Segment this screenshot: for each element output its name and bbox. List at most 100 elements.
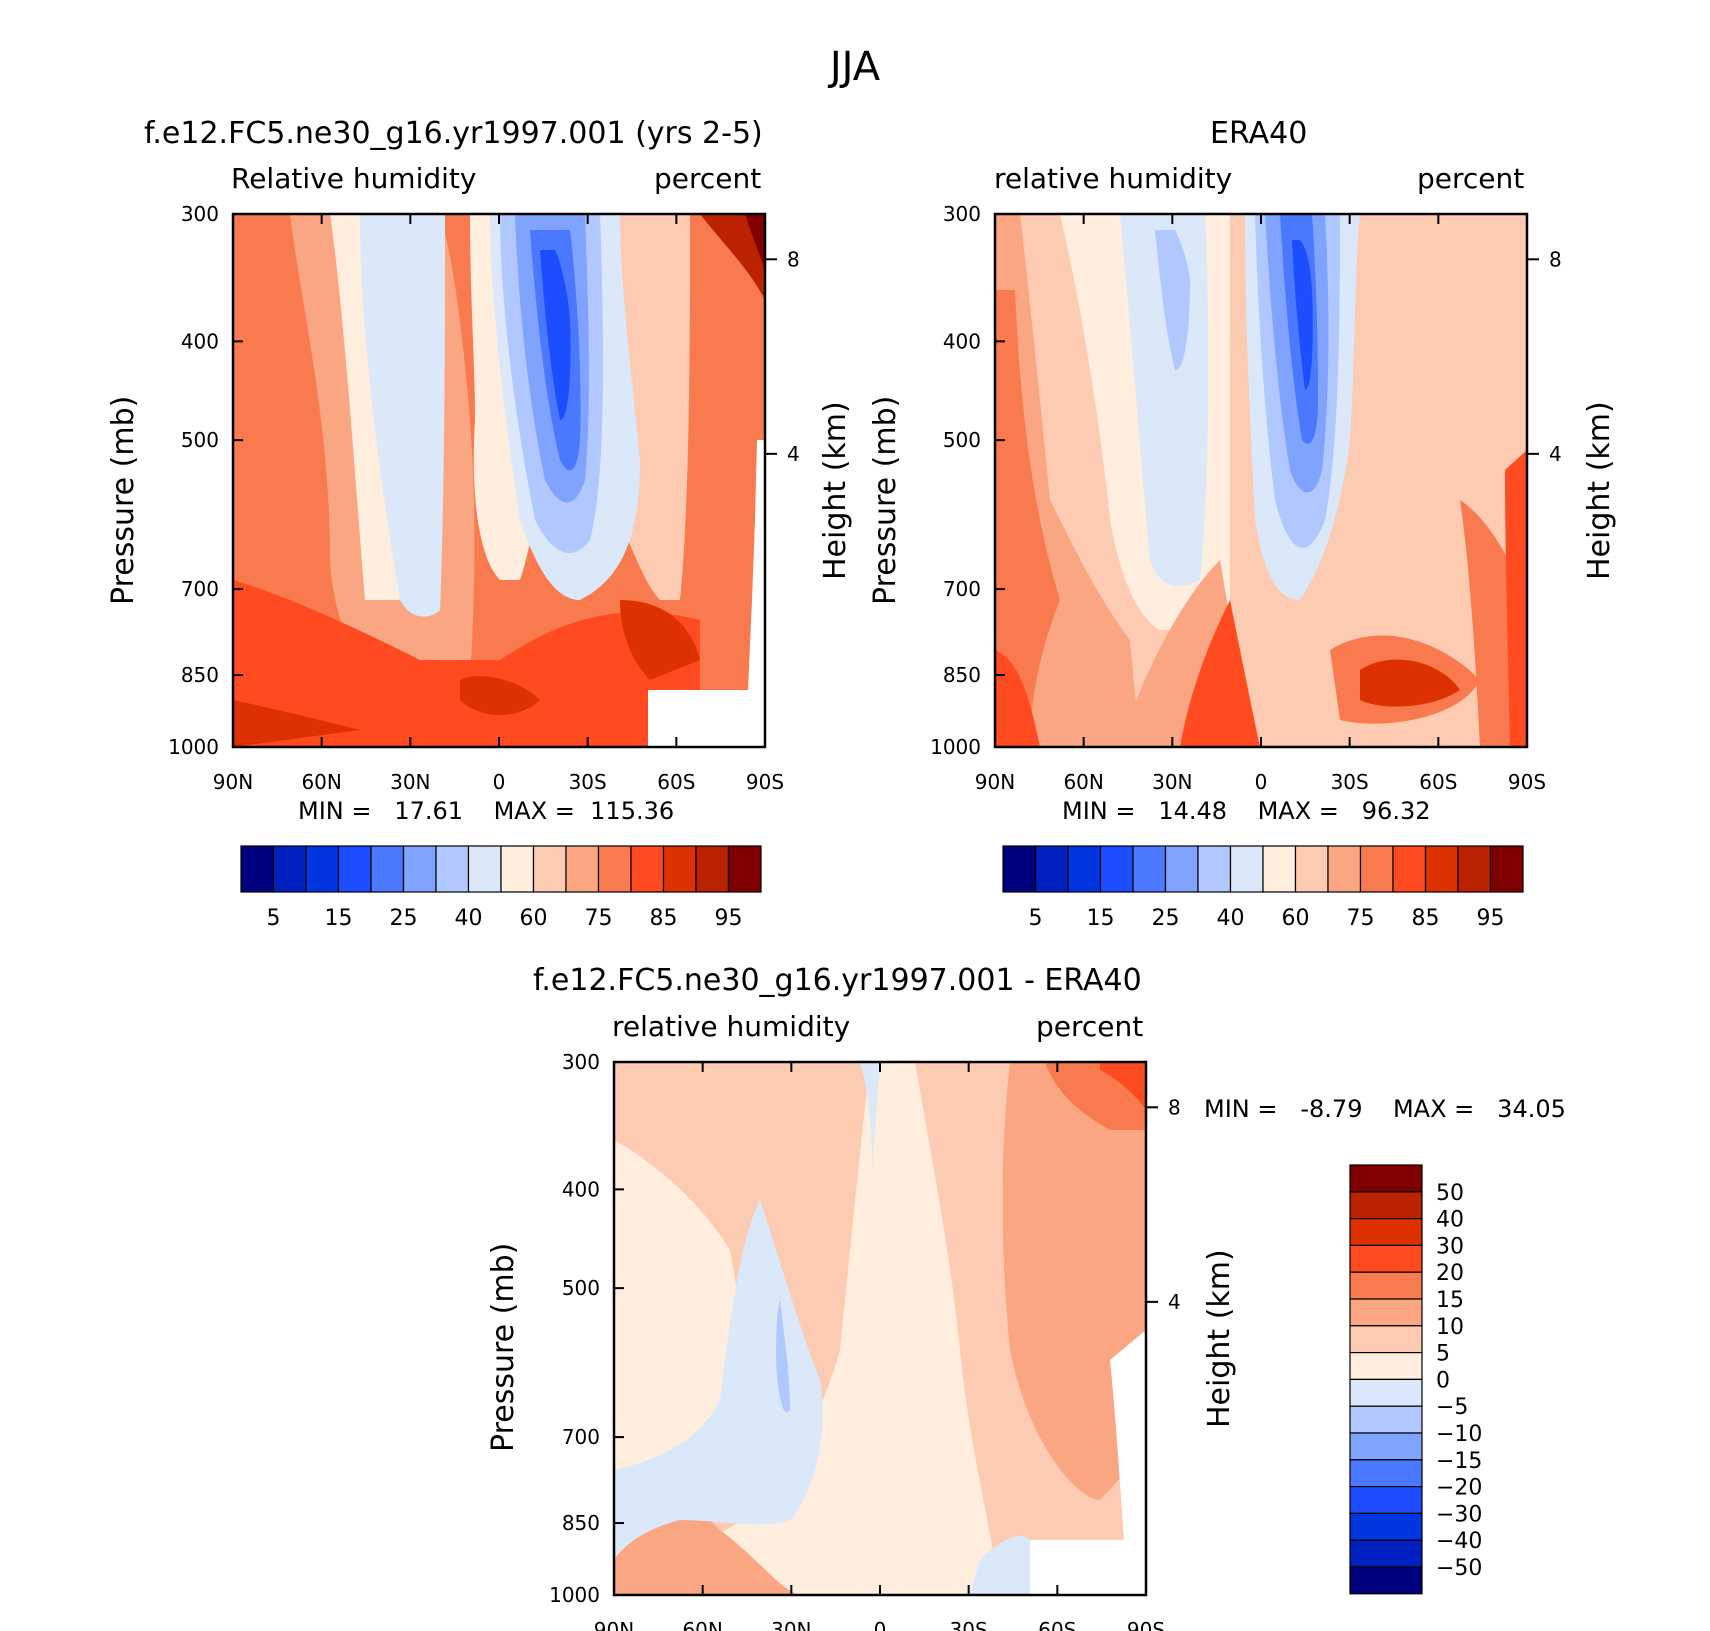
panel3-nh-negative-core — [776, 1300, 790, 1413]
panel1-left-subtitle: Relative humidity — [231, 162, 477, 195]
colorbar-swatch — [337, 845, 372, 893]
colorbar-label: 95 — [1477, 906, 1505, 931]
x-tick-label: 30S — [1331, 770, 1369, 794]
panel2-title: ERA40 — [1210, 116, 1308, 151]
panel2-ylabel: Pressure (mb) — [868, 395, 903, 605]
y2-tick-label: 4 — [1549, 442, 1562, 466]
colorbar3-label: 20 — [1436, 1261, 1464, 1286]
panel2-minmax: MIN = 14.48 MAX = 96.32 — [1062, 797, 1431, 825]
y2-tick-label: 4 — [1168, 1290, 1181, 1314]
y-tick-label: 300 — [181, 202, 219, 226]
colorbar-swatch — [727, 845, 762, 893]
colorbar-label: 95 — [715, 906, 743, 931]
panel1-sh-pole-max — [745, 214, 765, 270]
x-tick-label: 90S — [1127, 1618, 1165, 1631]
colorbar-label: 85 — [650, 906, 678, 931]
colorbar-label: 25 — [1152, 906, 1180, 931]
x-tick-label: 90S — [1508, 770, 1546, 794]
x-tick-label: 0 — [1255, 770, 1268, 794]
panel2-sh-pole-moist — [1505, 450, 1527, 747]
colorbar3-label: −15 — [1436, 1449, 1482, 1474]
colorbar3-label: 50 — [1436, 1181, 1464, 1206]
colorbar3-label: −50 — [1436, 1556, 1482, 1581]
panel1-dry-nh — [360, 214, 445, 617]
colorbar-label: 40 — [455, 906, 483, 931]
x-tick-label: 60S — [1419, 770, 1457, 794]
y-tick-label: 1000 — [168, 735, 219, 759]
figure-title: JJA — [829, 44, 881, 90]
colorbar-swatch — [370, 845, 405, 893]
y2-tick-label: 4 — [787, 442, 800, 466]
colorbar-swatch — [1359, 845, 1394, 893]
panel1-minmax: MIN = 17.61 MAX = 115.36 — [298, 797, 675, 825]
y-tick-label: 400 — [181, 329, 219, 353]
panel2-sh-moist-core — [1360, 659, 1460, 707]
colorbar-swatch — [1229, 845, 1264, 893]
panel3-right-subtitle: percent — [1036, 1010, 1144, 1043]
panel1-title: f.e12.FC5.ne30_g16.yr1997.001 (yrs 2-5) — [144, 116, 763, 151]
colorbar-swatch — [272, 845, 307, 893]
y-tick-label: 700 — [943, 577, 981, 601]
colorbar-swatch — [1489, 845, 1524, 893]
colorbar-swatch — [565, 845, 600, 893]
y-tick-label: 850 — [181, 663, 219, 687]
panel1-sh-pole-top — [700, 214, 765, 300]
colorbar3-label: 0 — [1436, 1368, 1450, 1393]
x-tick-label: 60S — [1038, 1618, 1076, 1631]
colorbar-swatch — [1002, 845, 1037, 893]
colorbar3-swatch — [1349, 1325, 1423, 1354]
panel1-missing-strip — [748, 440, 765, 747]
colorbar3-label: 10 — [1436, 1315, 1464, 1340]
y-tick-label: 700 — [562, 1425, 600, 1449]
panel2-eq-moist — [1180, 600, 1260, 747]
colorbar-swatch — [1392, 845, 1427, 893]
panel2-dry-nh-core — [1155, 230, 1190, 370]
colorbar-label: 85 — [1412, 906, 1440, 931]
panel1-nh-moist-core — [233, 700, 360, 747]
panel2-plot — [993, 212, 1529, 749]
colorbar3-swatch — [1349, 1405, 1423, 1434]
panel3-missing-strip — [1110, 1330, 1146, 1595]
panel2-left-subtitle: relative humidity — [994, 162, 1233, 195]
colorbar-label: 75 — [1347, 906, 1375, 931]
panel1-dry-sh-core — [540, 250, 571, 420]
colorbar-swatch — [597, 845, 632, 893]
colorbar-swatch — [1327, 845, 1362, 893]
panel1-missing-block — [648, 690, 765, 747]
x-tick-label: 60S — [657, 770, 695, 794]
panel3-sh-band — [1002, 1062, 1146, 1500]
x-tick-label: 90N — [213, 770, 253, 794]
colorbar-swatch — [1262, 845, 1297, 893]
panel2-nh-low — [995, 650, 1040, 747]
colorbar3-swatch — [1349, 1191, 1423, 1220]
colorbar3-label: −40 — [1436, 1529, 1482, 1554]
colorbar3-swatch — [1349, 1298, 1423, 1327]
colorbar-swatch — [435, 845, 470, 893]
colorbar-swatch — [467, 845, 502, 893]
colorbar-label: 5 — [267, 906, 281, 931]
x-tick-label: 60N — [1063, 770, 1103, 794]
colorbar-swatch — [1164, 845, 1199, 893]
colorbar3-swatch — [1349, 1217, 1423, 1246]
colorbar3-swatch — [1349, 1351, 1423, 1380]
panel3-minmax: MIN = -8.79 MAX = 34.05 — [1204, 1095, 1566, 1123]
panel3-y2label: Height (km) — [1202, 1249, 1237, 1428]
colorbar-swatch — [1099, 845, 1134, 893]
panel1-plot — [231, 212, 767, 749]
colorbar3-label: −30 — [1436, 1502, 1482, 1527]
colorbar-swatch — [500, 845, 535, 893]
colorbar-swatch — [630, 845, 665, 893]
colorbar3-label: −5 — [1436, 1395, 1468, 1420]
colorbar-swatch — [532, 845, 567, 893]
colorbar3-swatch — [1349, 1512, 1423, 1541]
axis-ticks: 90N 60N 30N 0 30S 60S 90S300400500700850100084… — [168, 202, 1562, 1631]
colorbar-swatch — [1067, 845, 1102, 893]
colorbar-label: 15 — [325, 906, 353, 931]
colorbar3-label: 40 — [1436, 1208, 1464, 1233]
panel2-nh-moist — [995, 290, 1060, 747]
x-tick-label: 30N — [390, 770, 430, 794]
colorbar-label: 60 — [520, 906, 548, 931]
x-tick-label: 90S — [746, 770, 784, 794]
colorbar-swatch — [1034, 845, 1069, 893]
